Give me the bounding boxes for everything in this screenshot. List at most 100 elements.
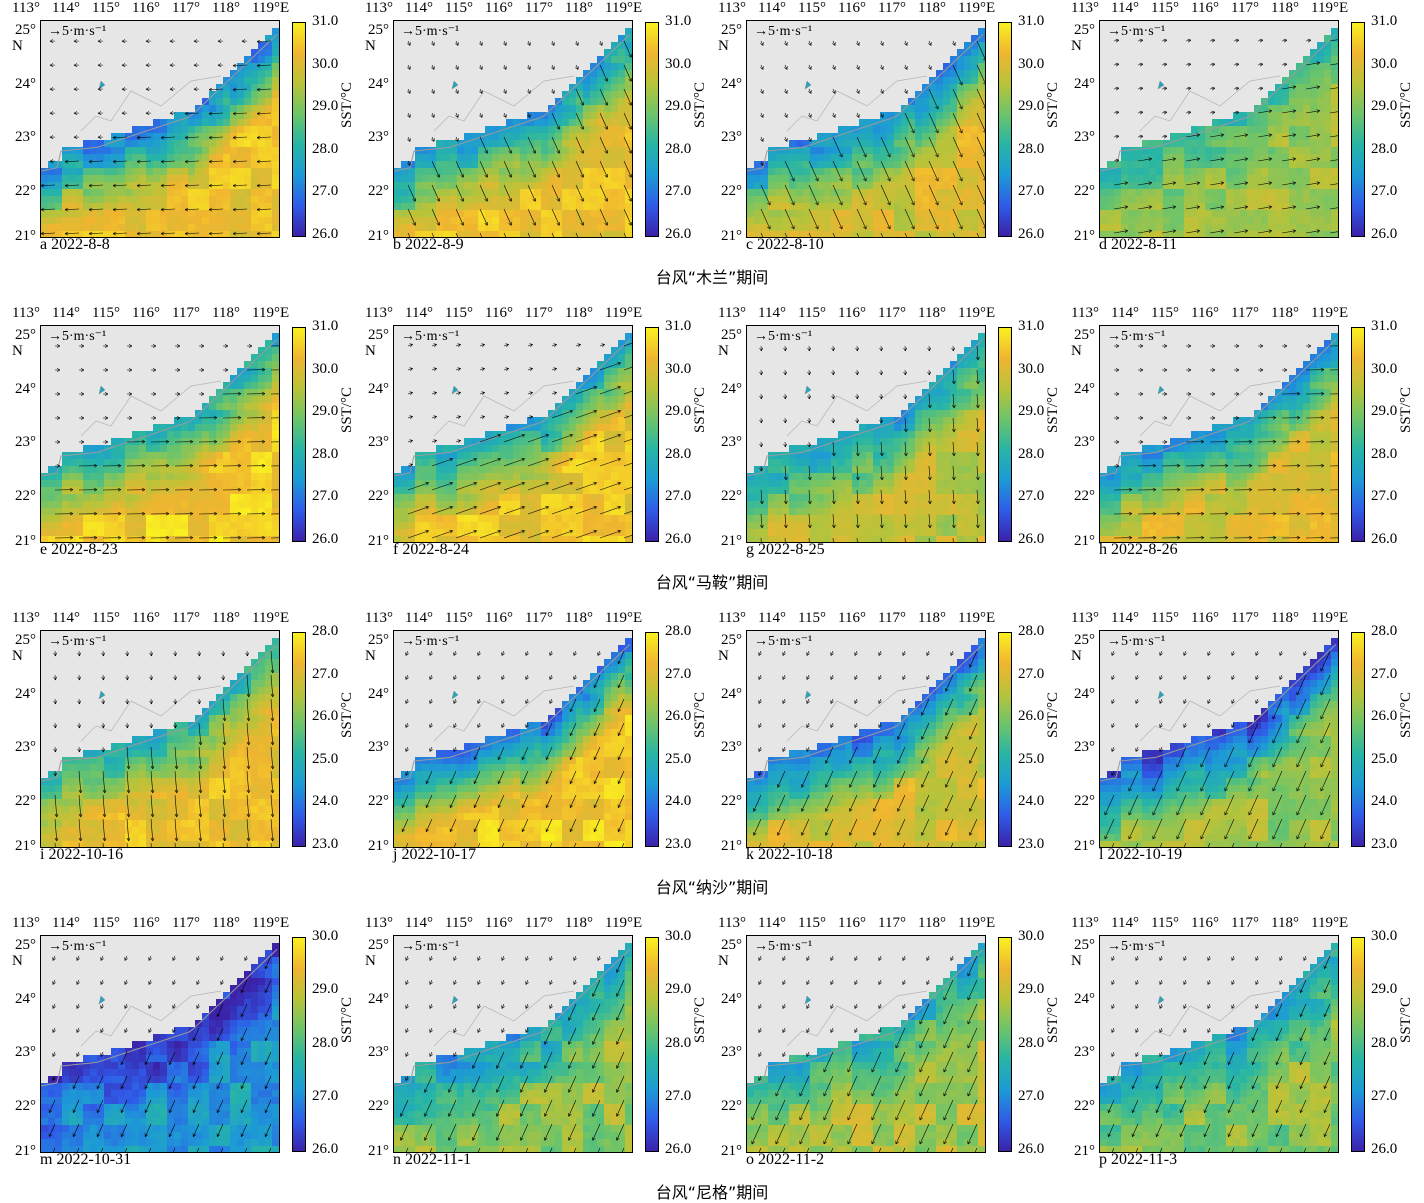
sst-cell — [195, 140, 203, 148]
sst-cell — [97, 445, 105, 453]
sst-cell — [1282, 161, 1290, 169]
sst-cell — [401, 196, 409, 204]
sst-cell — [209, 522, 217, 530]
sst-cell — [562, 161, 570, 169]
sst-cell — [604, 175, 612, 183]
sst-cell — [258, 161, 266, 169]
sst-cell — [922, 161, 930, 169]
sst-cell — [754, 175, 762, 183]
sst-cell — [943, 203, 951, 211]
sst-cell — [604, 119, 612, 127]
wind-vector — [904, 208, 915, 230]
colorbar-tick-label: 27.0 — [312, 183, 339, 200]
sst-cell — [1317, 168, 1325, 176]
sst-cell — [1289, 203, 1297, 211]
sst-cell — [618, 431, 626, 439]
sst-cell — [1296, 147, 1304, 155]
sst-cell — [625, 536, 632, 542]
sst-cell — [541, 147, 549, 155]
sst-cell — [401, 189, 409, 197]
sst-cell — [611, 105, 619, 113]
colorbar-tick-label: 27.0 — [312, 488, 339, 505]
sst-cell — [950, 210, 958, 218]
sst-cell — [513, 133, 521, 141]
wind-vector — [407, 88, 411, 94]
sst-cell — [230, 515, 238, 523]
sst-cell — [139, 445, 147, 453]
wind-vector — [832, 40, 836, 46]
wind-vector — [479, 434, 501, 443]
sst-cell — [583, 480, 591, 488]
sst-cell — [555, 417, 563, 425]
sst-cell — [146, 473, 154, 481]
sst-cell — [569, 196, 577, 204]
sst-cell — [499, 480, 507, 488]
sst-cell — [1296, 210, 1304, 218]
sst-cell — [244, 231, 252, 237]
sst-cell — [429, 494, 437, 502]
sst-cell — [569, 161, 577, 169]
wind-vector — [1305, 110, 1320, 114]
sst-cell — [569, 217, 577, 225]
sst-cell — [866, 224, 874, 232]
sst-cell — [265, 70, 273, 78]
sst-cell — [443, 224, 451, 232]
sst-cell — [569, 396, 577, 404]
wind-vector — [1161, 39, 1167, 42]
sst-cell — [950, 175, 958, 183]
wind-vector-head — [169, 39, 174, 43]
sst-cell — [394, 515, 402, 523]
sst-cell — [443, 459, 451, 467]
sst-cell — [964, 56, 972, 64]
sst-cell — [153, 217, 161, 225]
sst-cell — [118, 196, 126, 204]
wind-vector-head — [49, 159, 54, 163]
sst-cell — [625, 396, 632, 404]
wind-vector — [880, 88, 884, 94]
sst-cell — [492, 196, 500, 204]
sst-cell — [153, 231, 161, 237]
sst-cell — [265, 473, 273, 481]
sst-cell — [922, 231, 930, 237]
wind-vector — [551, 64, 555, 70]
sst-cell — [604, 189, 612, 197]
wind-vector-head — [449, 457, 453, 462]
sst-cell — [111, 501, 119, 509]
sst-cell — [569, 224, 577, 232]
sst-cell — [1233, 147, 1241, 155]
sst-cell — [167, 445, 175, 453]
sst-cell — [132, 175, 140, 183]
sst-cell — [775, 217, 783, 225]
sst-cell — [859, 126, 867, 134]
sst-cell — [817, 224, 825, 232]
sst-cell — [251, 196, 259, 204]
sst-cell — [1219, 119, 1227, 127]
sst-cell — [548, 126, 556, 134]
wind-vector-head — [208, 111, 213, 116]
sst-cell — [611, 389, 619, 397]
sst-cell — [576, 112, 584, 120]
sst-cell — [576, 466, 584, 474]
sst-cell — [62, 522, 70, 530]
sst-cell — [132, 147, 140, 155]
sst-cell — [83, 231, 91, 237]
sst-cell — [188, 431, 196, 439]
longitude-tick-label: 114° — [405, 305, 433, 321]
wind-vector-head — [93, 463, 98, 468]
wind-vector-head — [617, 409, 621, 414]
sst-cell — [209, 147, 217, 155]
sst-cell — [272, 410, 279, 418]
wind-vector — [760, 64, 764, 70]
sst-cell — [167, 473, 175, 481]
sst-cell — [978, 133, 985, 141]
wind-vector-head — [935, 153, 939, 158]
wind-vector-head — [521, 433, 525, 438]
sst-cell — [478, 154, 486, 162]
colorbar-tick-label: 28.0 — [665, 445, 692, 462]
sst-cell — [55, 494, 63, 502]
sst-cell — [1310, 196, 1318, 204]
sst-cell — [97, 189, 105, 197]
wind-vector-head — [217, 39, 222, 43]
sst-cell — [1331, 133, 1338, 141]
sst-cell — [929, 154, 937, 162]
